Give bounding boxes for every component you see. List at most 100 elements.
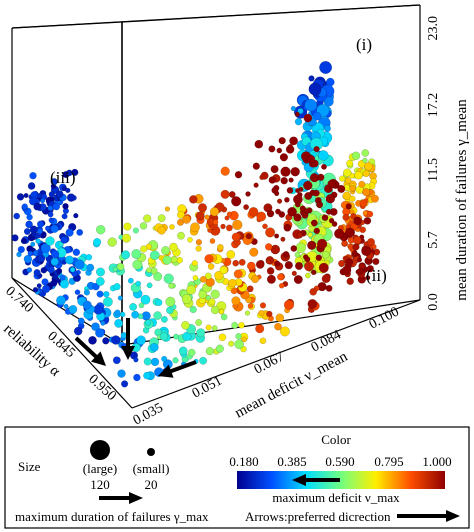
scatter-point xyxy=(265,243,273,251)
scatter-point xyxy=(364,162,373,171)
scatter-point xyxy=(91,322,100,332)
scatter-point xyxy=(365,258,372,266)
scatter-point xyxy=(83,289,91,296)
scatter-point xyxy=(26,267,33,273)
scatter-point xyxy=(249,247,259,257)
scatter-point xyxy=(328,217,335,224)
legend-size-arrow xyxy=(99,492,143,504)
scatter-point xyxy=(40,243,51,254)
scatter-point xyxy=(37,254,46,263)
scatter-point xyxy=(138,302,145,309)
scatter-point xyxy=(338,259,346,267)
scatter-point xyxy=(195,211,205,221)
scatter-point xyxy=(295,242,307,254)
legend-color-ticks: 0.180 0.385 0.590 0.795 1.000 xyxy=(229,454,451,469)
scatter-point xyxy=(343,168,352,177)
scatter-point xyxy=(292,194,303,205)
scatter-point xyxy=(51,250,60,259)
scatter-point xyxy=(306,154,316,164)
scatter-point xyxy=(238,258,246,266)
scatter-point xyxy=(153,311,162,320)
scatter-point xyxy=(321,214,329,221)
scatter-point xyxy=(29,225,38,234)
scatter-point xyxy=(286,187,294,194)
scatter-point xyxy=(29,171,37,180)
scatter-point xyxy=(204,272,212,280)
scatter-point xyxy=(123,222,132,231)
preferred-direction-arrows xyxy=(74,318,197,378)
scatter-point xyxy=(172,357,179,364)
scatter-point xyxy=(195,245,202,252)
scatter-point xyxy=(313,227,320,235)
scatter-point xyxy=(321,274,331,284)
y-axis-label: mean deficit ν_mean xyxy=(232,348,350,421)
scatter-point xyxy=(352,250,358,256)
scatter-point xyxy=(157,214,166,223)
scatter-point xyxy=(159,332,169,341)
scatter-point xyxy=(308,82,322,96)
scatter-point xyxy=(323,96,334,107)
scatter-point xyxy=(362,210,368,216)
scatter-points xyxy=(11,61,381,388)
scatter-point xyxy=(68,304,78,314)
scatter-point xyxy=(181,294,192,305)
scatter-point xyxy=(371,194,379,203)
scatter-point xyxy=(345,258,354,267)
scatter-point xyxy=(345,227,356,238)
scatter-point xyxy=(271,186,279,194)
scatter-point xyxy=(69,267,76,273)
scatter-point xyxy=(226,250,236,259)
scatter-point xyxy=(245,191,251,197)
scatter-point xyxy=(278,137,286,145)
scatter-point xyxy=(265,259,271,265)
scatter-point xyxy=(311,269,317,276)
scatter-point xyxy=(20,237,28,245)
colorbar xyxy=(237,471,445,489)
scatter-point xyxy=(95,267,105,277)
scatter-point xyxy=(149,250,160,260)
scatter-point xyxy=(182,331,192,342)
scatter-point xyxy=(247,302,254,309)
scatter-point xyxy=(234,170,243,179)
scatter-point xyxy=(256,211,267,222)
scatter-point xyxy=(233,269,243,279)
scatter-point xyxy=(356,267,364,275)
color-tick-label: 1.000 xyxy=(422,454,451,469)
color-tick-label: 0.385 xyxy=(277,454,306,469)
scatter-point xyxy=(301,212,309,219)
scatter-point xyxy=(362,188,370,197)
scatter-point xyxy=(197,203,207,213)
scatter-point xyxy=(143,371,151,380)
scatter-point xyxy=(268,176,276,184)
scatter-point xyxy=(279,326,290,337)
scatter-point xyxy=(327,179,336,188)
scatter-point xyxy=(111,335,121,345)
scatter-point xyxy=(266,267,275,275)
scatter-point xyxy=(199,275,207,283)
scatter-point xyxy=(275,313,285,323)
legend-size-large-label: (large) xyxy=(83,461,117,476)
scatter-point xyxy=(66,193,76,202)
scatter-point xyxy=(191,260,198,267)
scatter-point xyxy=(372,258,380,266)
y-tick-label: 0.051 xyxy=(190,373,225,401)
scatter-point xyxy=(41,284,51,294)
scatter-point xyxy=(176,210,185,219)
scatter-point xyxy=(349,185,356,192)
scatter-point xyxy=(220,166,230,176)
scatter-point xyxy=(352,243,360,251)
scatter-point xyxy=(40,267,47,274)
scatter-point xyxy=(259,337,267,345)
scatter-point xyxy=(113,283,121,291)
scatter-point xyxy=(25,220,33,229)
z-tick-label: 11.5 xyxy=(426,158,441,182)
scatter-point xyxy=(169,242,178,252)
scatter-point xyxy=(294,251,301,258)
scatter-point xyxy=(133,357,139,363)
scatter-point xyxy=(243,204,250,211)
scatter-point xyxy=(102,337,110,345)
scatter-point xyxy=(274,260,281,267)
scatter-point xyxy=(318,150,329,161)
scatter-point xyxy=(131,249,142,259)
